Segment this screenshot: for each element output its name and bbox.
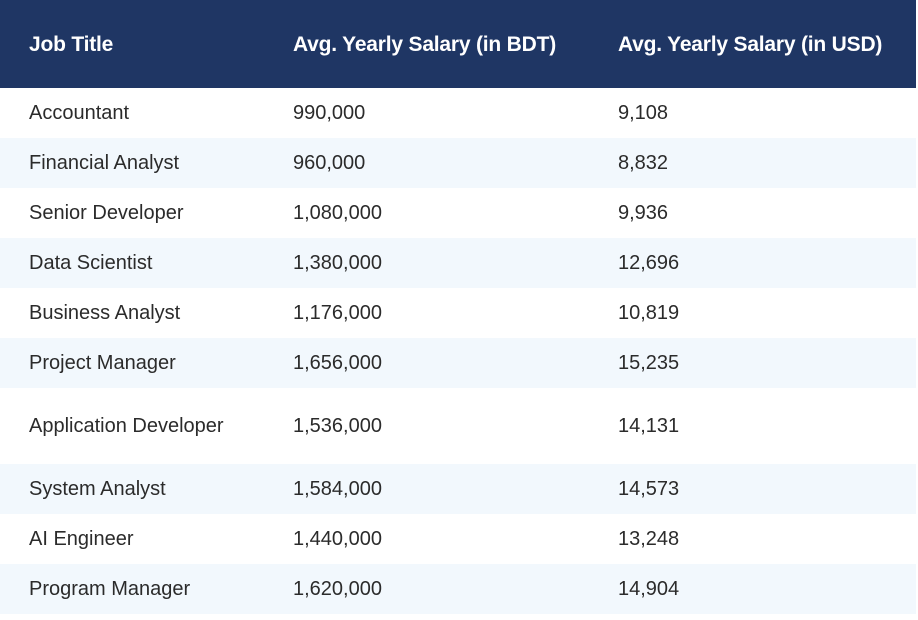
cell-job-title: Program Manager [29, 577, 191, 600]
cell-salary-bdt: 1,080,000 [293, 201, 382, 224]
cell-salary-bdt: 990,000 [293, 101, 366, 124]
table-row: Business Analyst 1,176,000 10,819 [0, 288, 916, 338]
table-row: AI Engineer 1,440,000 13,248 [0, 514, 916, 564]
table-header-row: Job Title Avg. Yearly Salary (in BDT) Av… [0, 0, 916, 88]
cell-job-title: System Analyst [29, 477, 166, 500]
cell-job-title: Data Scientist [29, 251, 153, 274]
cell-salary-bdt: 1,656,000 [293, 351, 382, 374]
cell-salary-usd: 9,936 [618, 201, 669, 224]
header-job-title: Job Title [29, 32, 114, 56]
table-row: Data Scientist 1,380,000 12,696 [0, 238, 916, 288]
cell-salary-bdt: 1,176,000 [293, 301, 382, 324]
cell-job-title: Senior Developer [29, 201, 184, 224]
cell-salary-bdt: 1,584,000 [293, 477, 382, 500]
cell-job-title: Business Analyst [29, 301, 181, 324]
cell-salary-usd: 8,832 [618, 151, 669, 174]
cell-job-title: Project Manager [29, 351, 176, 374]
table-body: Accountant 990,000 9,108 Financial Analy… [0, 88, 916, 614]
cell-salary-usd: 13,248 [618, 527, 680, 550]
cell-salary-usd: 14,904 [618, 577, 680, 600]
cell-salary-usd: 9,108 [618, 101, 669, 124]
table-row: Project Manager 1,656,000 15,235 [0, 338, 916, 388]
table-row: Financial Analyst 960,000 8,832 [0, 138, 916, 188]
cell-job-title: Financial Analyst [29, 151, 180, 174]
cell-salary-usd: 12,696 [618, 251, 680, 274]
table-row: Program Manager 1,620,000 14,904 [0, 564, 916, 614]
cell-salary-usd: 10,819 [618, 301, 680, 324]
cell-job-title: Accountant [29, 101, 130, 124]
cell-job-title: Application Developer [29, 414, 224, 437]
table-row: Senior Developer 1,080,000 9,936 [0, 188, 916, 238]
cell-salary-bdt: 1,380,000 [293, 251, 382, 274]
table-header: Job Title Avg. Yearly Salary (in BDT) Av… [0, 0, 916, 88]
cell-job-title: AI Engineer [29, 527, 134, 550]
header-salary-usd: Avg. Yearly Salary (in USD) [618, 32, 883, 56]
cell-salary-usd: 15,235 [618, 351, 680, 374]
table-row: System Analyst 1,584,000 14,573 [0, 464, 916, 514]
header-salary-bdt: Avg. Yearly Salary (in BDT) [293, 32, 557, 56]
cell-salary-bdt: 1,620,000 [293, 577, 382, 600]
cell-salary-bdt: 960,000 [293, 151, 366, 174]
table-row: Application Developer 1,536,000 14,131 [0, 388, 916, 464]
cell-salary-usd: 14,131 [618, 414, 680, 437]
cell-salary-bdt: 1,536,000 [293, 414, 382, 437]
cell-salary-usd: 14,573 [618, 477, 680, 500]
cell-salary-bdt: 1,440,000 [293, 527, 382, 550]
table-row: Accountant 990,000 9,108 [0, 88, 916, 138]
